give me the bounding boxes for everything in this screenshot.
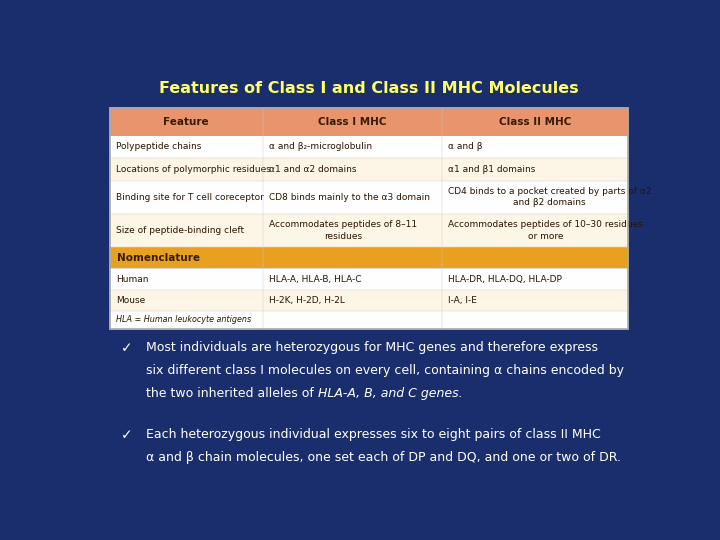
Text: I-A, I-E: I-A, I-E bbox=[448, 296, 477, 305]
Text: Accommodates peptides of 10–30 residues
or more: Accommodates peptides of 10–30 residues … bbox=[448, 220, 643, 240]
FancyBboxPatch shape bbox=[109, 158, 629, 181]
FancyBboxPatch shape bbox=[109, 290, 629, 311]
Text: α1 and α2 domains: α1 and α2 domains bbox=[269, 165, 356, 174]
Text: HLA-DR, HLA-DQ, HLA-DP: HLA-DR, HLA-DQ, HLA-DP bbox=[448, 274, 562, 284]
Text: H-2K, H-2D, H-2L: H-2K, H-2D, H-2L bbox=[269, 296, 345, 305]
FancyBboxPatch shape bbox=[109, 214, 629, 247]
Text: Each heterozygous individual expresses six to eight pairs of class II MHC: Each heterozygous individual expresses s… bbox=[145, 428, 600, 441]
Text: Size of peptide-binding cleft: Size of peptide-binding cleft bbox=[116, 226, 244, 235]
FancyBboxPatch shape bbox=[109, 109, 629, 329]
Text: Polypeptide chains: Polypeptide chains bbox=[116, 143, 201, 151]
Text: Mouse: Mouse bbox=[116, 296, 145, 305]
FancyBboxPatch shape bbox=[109, 311, 629, 329]
Text: CD4 binds to a pocket created by parts of α2
and β2 domains: CD4 binds to a pocket created by parts o… bbox=[448, 187, 652, 207]
Text: Features of Class I and Class II MHC Molecules: Features of Class I and Class II MHC Mol… bbox=[159, 80, 579, 96]
Text: α and β chain molecules, one set each of DP and DQ, and one or two of DR.: α and β chain molecules, one set each of… bbox=[145, 451, 621, 464]
FancyBboxPatch shape bbox=[109, 268, 629, 290]
Text: Human: Human bbox=[116, 274, 148, 284]
Text: six different class I molecules on every cell, containing α chains encoded by: six different class I molecules on every… bbox=[145, 364, 624, 377]
Text: ✓: ✓ bbox=[121, 428, 132, 442]
Text: Locations of polymorphic residues: Locations of polymorphic residues bbox=[116, 165, 271, 174]
Text: HLA-A, B, and C genes.: HLA-A, B, and C genes. bbox=[318, 387, 462, 400]
Text: HLA-A, HLA-B, HLA-C: HLA-A, HLA-B, HLA-C bbox=[269, 274, 361, 284]
Text: Nomenclature: Nomenclature bbox=[117, 253, 200, 263]
Text: Most individuals are heterozygous for MHC genes and therefore express: Most individuals are heterozygous for MH… bbox=[145, 341, 598, 354]
Text: Feature: Feature bbox=[163, 117, 209, 127]
FancyBboxPatch shape bbox=[109, 181, 629, 214]
Text: α and β₂-microglobulin: α and β₂-microglobulin bbox=[269, 143, 372, 151]
Text: ✓: ✓ bbox=[121, 341, 132, 355]
Text: Class I MHC: Class I MHC bbox=[318, 117, 387, 127]
FancyBboxPatch shape bbox=[109, 247, 629, 268]
Text: α1 and β1 domains: α1 and β1 domains bbox=[448, 165, 535, 174]
Text: the two inherited alleles of: the two inherited alleles of bbox=[145, 387, 318, 400]
Text: α and β: α and β bbox=[448, 143, 482, 151]
Text: HLA = Human leukocyte antigens: HLA = Human leukocyte antigens bbox=[116, 315, 251, 325]
Text: CD8 binds mainly to the α3 domain: CD8 binds mainly to the α3 domain bbox=[269, 193, 430, 202]
Text: Accommodates peptides of 8–11
residues: Accommodates peptides of 8–11 residues bbox=[269, 220, 417, 240]
Text: Class II MHC: Class II MHC bbox=[499, 117, 571, 127]
FancyBboxPatch shape bbox=[109, 109, 629, 136]
FancyBboxPatch shape bbox=[109, 136, 629, 158]
Text: Binding site for T cell coreceptor: Binding site for T cell coreceptor bbox=[116, 193, 264, 202]
